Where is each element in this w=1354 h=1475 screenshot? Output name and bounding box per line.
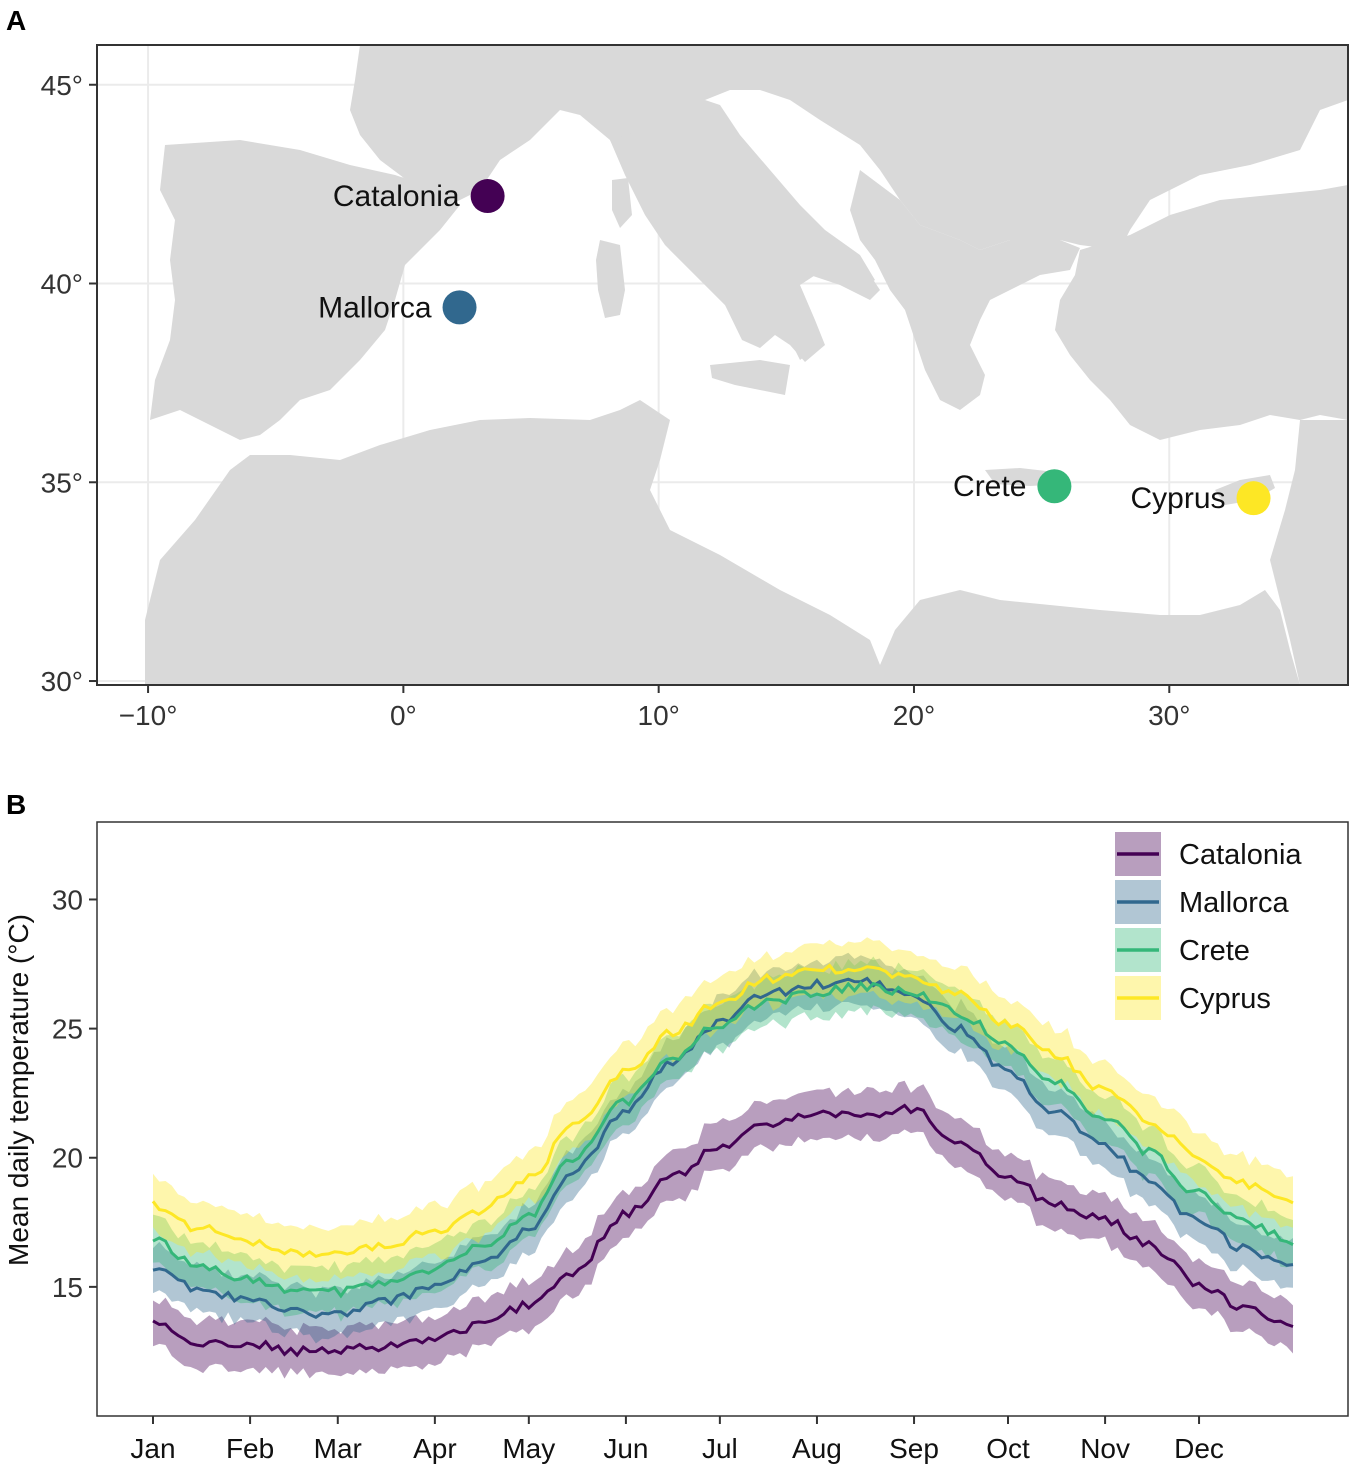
band-catalonia	[153, 1080, 1293, 1379]
land-sicily	[710, 360, 790, 395]
line-crete	[152, 980, 1294, 1299]
site-point-mallorca	[442, 290, 477, 325]
land-iberia	[150, 140, 460, 440]
x-tick-label-apr: Apr	[413, 1433, 457, 1464]
legend-label-catalonia: Catalonia	[1179, 839, 1302, 871]
x-tick-label-oct: Oct	[986, 1433, 1030, 1464]
map-y-tick-label: 35°	[41, 467, 83, 498]
panel-b: 15 20 25 30 Jan Feb Mar Apr May Jun Jul Aug Sep Oct No…	[3, 821, 1349, 1464]
land-north-africa	[145, 400, 1300, 685]
panel-a-tag: A	[6, 5, 26, 36]
y-axis-label: Mean daily temperature (°C)	[3, 914, 34, 1266]
land-italy-peninsula	[610, 100, 875, 362]
y-tick-label: 15	[52, 1272, 83, 1303]
site-point-cyprus	[1236, 481, 1271, 516]
site-point-catalonia	[470, 179, 505, 214]
land-corsica	[612, 178, 632, 228]
map-x-tick-label: 10°	[638, 700, 680, 731]
temperature-lines	[151, 963, 1294, 1358]
x-tick-label-aug: Aug	[792, 1433, 842, 1464]
land-europe-north	[350, 45, 1348, 360]
map-land	[145, 45, 1348, 685]
map-y-tick-label: 30°	[41, 666, 83, 697]
x-tick-label-jul: Jul	[702, 1433, 738, 1464]
map-sites: Catalonia Mallorca Crete Cyprus	[318, 179, 1271, 516]
x-tick-label-feb: Feb	[226, 1433, 274, 1464]
site-label-mallorca: Mallorca	[318, 291, 432, 324]
panel-b-tag: B	[6, 789, 26, 820]
map-axes: −10° 0° 10° 20° 30° 30° 35° 40° 45°	[41, 70, 1191, 731]
panel-a: −10° 0° 10° 20° 30° 30° 35° 40° 45° Catalonia Mal…	[41, 44, 1349, 731]
map-y-tick-label: 40°	[41, 269, 83, 300]
legend-label-mallorca: Mallorca	[1179, 887, 1289, 919]
legend: Catalonia Mallorca Crete Cyprus	[1115, 832, 1302, 1020]
site-label-cyprus: Cyprus	[1131, 482, 1226, 515]
map-x-tick-label: −10°	[119, 700, 178, 731]
site-label-catalonia: Catalonia	[333, 180, 460, 213]
band-mallorca	[153, 952, 1293, 1344]
x-tick-label-sep: Sep	[889, 1433, 939, 1464]
y-tick-label: 25	[52, 1014, 83, 1045]
legend-label-crete: Crete	[1179, 935, 1250, 967]
temperature-axes: 15 20 25 30 Jan Feb Mar Apr May Jun Jul Aug Sep Oct No…	[52, 884, 1224, 1464]
line-cyprus	[151, 963, 1294, 1259]
x-tick-label-dec: Dec	[1174, 1433, 1224, 1464]
x-tick-label-jan: Jan	[130, 1433, 175, 1464]
x-tick-label-mar: Mar	[314, 1433, 362, 1464]
site-point-crete	[1037, 469, 1072, 504]
land-sardinia	[596, 240, 625, 318]
legend-label-cyprus: Cyprus	[1179, 983, 1271, 1015]
y-tick-label: 30	[52, 884, 83, 915]
line-catalonia	[152, 1103, 1294, 1358]
x-tick-label-nov: Nov	[1080, 1433, 1130, 1464]
map-x-tick-label: 0°	[390, 700, 417, 731]
land-balkans-greece	[850, 170, 1080, 410]
site-label-crete: Crete	[953, 470, 1026, 503]
temperature-panel-border	[96, 821, 1349, 1417]
line-mallorca	[152, 976, 1294, 1320]
map-x-tick-label: 20°	[893, 700, 935, 731]
map-x-tick-label: 30°	[1148, 700, 1190, 731]
y-tick-label: 20	[52, 1143, 83, 1174]
land-anatolia	[1055, 185, 1348, 440]
land-levant	[1270, 420, 1348, 685]
map-y-tick-label: 45°	[41, 70, 83, 101]
band-crete	[153, 956, 1293, 1322]
x-tick-label-may: May	[502, 1433, 555, 1464]
x-tick-label-jun: Jun	[603, 1433, 648, 1464]
map-panel-border	[96, 44, 1349, 686]
